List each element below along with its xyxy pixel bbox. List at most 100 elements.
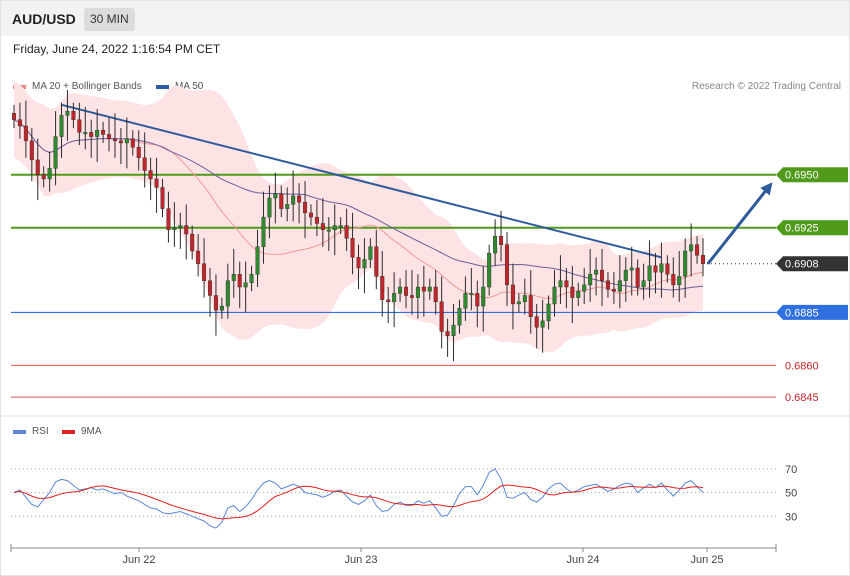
candle-body [641,280,646,288]
candle-body [469,293,474,296]
candle-body [184,225,189,235]
candle-body [95,130,100,137]
candle-body [41,174,46,180]
candle-body [279,193,284,209]
candle-body [83,132,88,135]
candle-body [588,274,593,286]
candle-body [398,286,403,294]
candle-body [558,280,563,288]
candle-body [47,168,52,180]
chart-datetime: Friday, June 24, 2022 1:16:54 PM CET [13,42,221,56]
candle-body [101,130,106,135]
candle-body [635,267,640,288]
legend-ma50: MA 50 [156,81,203,92]
candle-body [695,244,700,256]
level-label-bg-0.6925 [776,220,848,236]
level-label-0.6845: 0.6845 [785,392,819,404]
candles [11,90,706,362]
rsi-tick-label-30: 30 [785,511,797,523]
candle-body [647,265,652,281]
candle-body [594,269,599,275]
candle-body [433,286,438,303]
candle-body [237,274,242,288]
candle-body [178,225,183,228]
candle-body [166,208,171,231]
candle-body [53,136,58,169]
candle-body [107,134,112,139]
candle-body [11,113,16,120]
candle-body [499,235,504,245]
level-label-0.6925: 0.6925 [785,223,819,235]
candle-body [463,293,468,309]
candle-body [659,263,664,273]
candle-body [160,187,165,209]
candle-body [71,110,76,120]
candle-body [487,252,492,288]
candle-body [516,301,521,305]
candle-body [546,303,551,322]
candle-body [522,295,527,303]
symbol-label: AUD/USD [12,11,76,27]
legend-rsi: RSI [13,426,49,437]
legend-rsi-ma-label: 9MA [81,426,102,437]
candle-body [677,276,682,286]
candle-body [504,244,509,286]
candle-body [493,235,498,254]
level-label-0.6860: 0.6860 [785,360,819,372]
level-label-0.6908: 0.6908 [785,259,819,271]
candle-body [600,269,605,281]
trendline [61,103,662,259]
candle-body [653,265,658,273]
candle-body [605,280,610,290]
candle-body [582,284,587,292]
candle-body [285,204,290,209]
forecast-arrow-shaft [706,184,772,265]
x-tick-label-Jun-25: Jun 25 [690,554,723,566]
candle-body [409,295,414,298]
candle-body [481,286,486,307]
candle-body [255,246,260,275]
candle-body [35,159,40,175]
candle-body [701,255,706,264]
level-label-bg-0.6885 [776,304,848,320]
rsi-line [13,468,704,529]
candle-body [17,119,22,127]
candle-body [356,257,361,269]
candle-body [362,259,367,269]
candle-body [510,284,515,305]
bollinger-band [14,81,703,352]
x-tick-label-Jun-24: Jun 24 [566,554,599,566]
candle-body [332,225,337,231]
forecast-arrow-head [760,182,773,196]
candle-body [623,269,628,281]
candle-body [303,202,308,214]
candle-body [451,324,456,336]
candle-body [421,286,426,292]
candle-body [273,193,278,199]
candle-body [291,195,296,205]
candle-body [564,280,569,288]
candle-body [219,305,224,311]
candle-body [427,286,432,292]
candle-body [208,280,213,296]
timeframe-button[interactable]: 30 MIN [84,8,135,31]
candle-body [374,246,379,277]
level-label-0.6885: 0.6885 [785,307,819,319]
candle-body [77,119,82,133]
candle-body [130,138,135,148]
research-credit: Research © 2022 Trading Central [691,81,841,92]
candle-body [689,244,694,252]
level-label-bg-0.6950 [776,167,848,183]
candle-body [368,246,373,260]
candle-body [59,115,64,137]
candle-body [350,238,355,258]
candle-body [386,299,391,303]
candle-body [344,225,349,239]
candle-body [629,267,634,271]
ma50-swatch [156,84,169,89]
candle-body [231,274,236,281]
candle-body [314,216,319,224]
rsi-tick-label-70: 70 [785,464,797,476]
candle-body [154,178,159,188]
